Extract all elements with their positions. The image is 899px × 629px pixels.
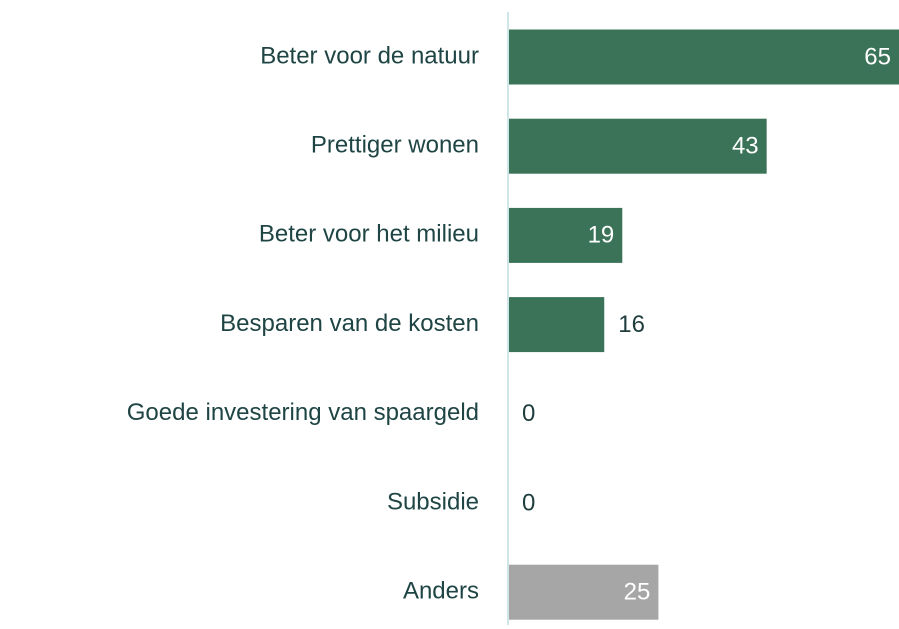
y-tick-label: Goede investering van spaargeld — [127, 399, 479, 426]
bar — [508, 29, 899, 85]
y-tick-label: Beter voor de natuur — [260, 42, 479, 69]
data-label: 0 — [522, 400, 535, 427]
bar — [508, 297, 605, 353]
data-label: 19 — [588, 222, 615, 249]
data-label: 43 — [732, 133, 759, 160]
y-tick-label: Subsidie — [387, 488, 479, 515]
data-label: 25 — [624, 579, 651, 606]
y-tick-label: Prettiger wonen — [311, 132, 479, 159]
y-tick-label: Anders — [403, 578, 479, 605]
data-label: 0 — [522, 489, 535, 516]
data-label: 16 — [618, 311, 645, 338]
y-tick-label: Beter voor het milieu — [259, 221, 479, 248]
bar — [508, 564, 659, 620]
bar — [508, 207, 623, 263]
bar — [508, 118, 767, 174]
y-tick-label: Besparen van de kosten — [220, 310, 479, 337]
data-label: 65 — [864, 43, 891, 70]
